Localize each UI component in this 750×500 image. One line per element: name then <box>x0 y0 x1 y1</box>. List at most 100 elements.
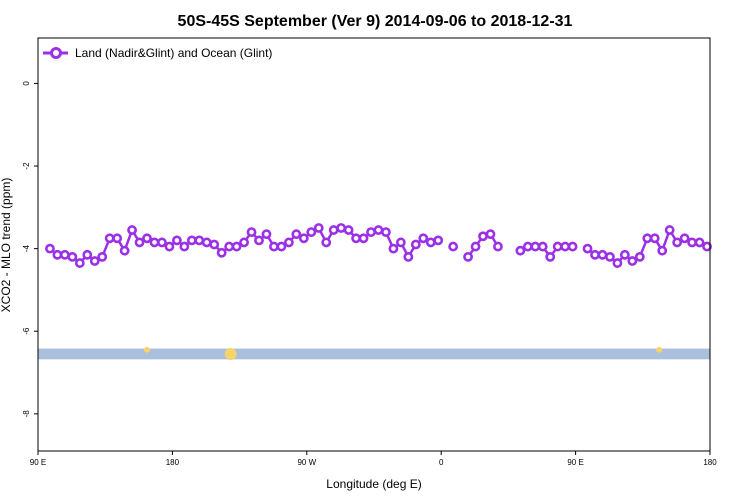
y-tick-label: -6 <box>22 327 31 335</box>
data-point <box>306 227 317 238</box>
data-point <box>321 237 332 248</box>
data-point <box>545 251 556 262</box>
data-point <box>269 241 279 252</box>
data-point <box>485 229 496 240</box>
data-point <box>164 241 175 252</box>
data-point <box>537 241 548 252</box>
data-point <box>179 241 190 252</box>
data-point <box>246 227 257 238</box>
land-band <box>38 348 710 360</box>
data-point <box>216 247 227 258</box>
data-point <box>351 233 361 244</box>
legend: Land (Nadir&Glint) and Ocean (Glint) <box>43 46 272 60</box>
data-point <box>664 225 675 235</box>
legend-label: Land (Nadir&Glint) and Ocean (Glint) <box>75 46 272 60</box>
data-point <box>470 241 481 252</box>
y-axis: 0 -2 -4 -6 -8 <box>22 81 38 417</box>
data-point <box>522 241 533 252</box>
data-point <box>463 251 473 262</box>
land-patch <box>656 346 663 353</box>
chart-title: 50S-45S September (Ver 9) 2014-09-06 to … <box>178 13 573 30</box>
data-point <box>74 258 85 268</box>
data-point <box>627 256 638 266</box>
data-point <box>276 241 287 252</box>
data-point <box>254 235 264 246</box>
data-point <box>328 225 339 235</box>
y-tick-label: 0 <box>22 81 31 86</box>
data-point <box>104 233 115 244</box>
data-point <box>224 241 235 252</box>
data-point <box>52 249 63 260</box>
data-point <box>642 233 653 244</box>
data-point <box>186 235 197 246</box>
data-point <box>194 235 205 246</box>
data-point <box>605 251 615 262</box>
data-point <box>381 227 391 238</box>
data-point <box>343 225 354 235</box>
data-point <box>149 237 160 248</box>
data-point <box>201 237 212 248</box>
x-tick-label: 90 E <box>567 458 583 467</box>
x-axis: 90 E 180 90 W 0 90 E 180 <box>30 451 717 467</box>
data-point <box>283 237 294 248</box>
data-point <box>313 223 324 233</box>
data-point <box>239 237 249 248</box>
x-tick-label: 90 E <box>30 458 46 467</box>
data-point <box>590 249 600 260</box>
data-point <box>45 243 55 254</box>
data-point <box>567 241 578 252</box>
data-point <box>702 241 712 252</box>
legend-marker <box>50 47 62 59</box>
data-point <box>410 239 421 250</box>
x-axis-label: Longitude (deg E) <box>326 477 421 491</box>
data-point <box>366 227 376 238</box>
data-point <box>373 225 384 235</box>
data-point <box>493 241 503 252</box>
data-point <box>478 231 488 242</box>
land-band-layer <box>38 346 710 360</box>
data-point <box>112 233 123 244</box>
data-point <box>127 225 137 235</box>
data-point <box>358 233 369 244</box>
data-point <box>157 237 167 248</box>
data-point <box>134 237 145 248</box>
data-point <box>687 237 697 248</box>
plot-frame <box>37 37 711 452</box>
x-tick-label: 90 W <box>297 458 316 467</box>
data-point <box>67 251 78 262</box>
data-point <box>209 239 220 250</box>
data-point <box>597 249 608 260</box>
x-tick-label: 180 <box>166 458 180 467</box>
data-point <box>612 258 623 268</box>
data-point <box>634 251 645 262</box>
data-point <box>418 233 429 244</box>
data-point <box>298 233 309 244</box>
data-point <box>403 251 414 262</box>
data-point <box>119 245 130 256</box>
data-point <box>395 237 406 248</box>
data-point <box>694 237 705 248</box>
data-point <box>448 241 459 252</box>
data-point <box>171 235 182 246</box>
data-point <box>649 233 660 244</box>
data-point <box>530 241 541 252</box>
data-point <box>552 241 563 252</box>
data-point <box>672 237 683 248</box>
x-tick-label: 180 <box>703 458 717 467</box>
data-point <box>679 233 690 244</box>
data-point <box>231 241 242 252</box>
y-tick-label: -2 <box>22 162 31 170</box>
data-point <box>59 249 70 260</box>
data-point <box>336 223 347 233</box>
data-point <box>291 229 302 240</box>
data-point <box>515 245 526 256</box>
land-patch <box>224 347 237 360</box>
y-axis-label: XCO2 - MLO trend (ppm) <box>0 178 13 313</box>
y-tick-label: -4 <box>22 245 31 253</box>
data-point <box>82 249 93 260</box>
data-point <box>433 235 444 246</box>
x-tick-label: 0 <box>439 458 444 467</box>
land-patch <box>144 346 151 353</box>
data-point <box>142 233 152 244</box>
